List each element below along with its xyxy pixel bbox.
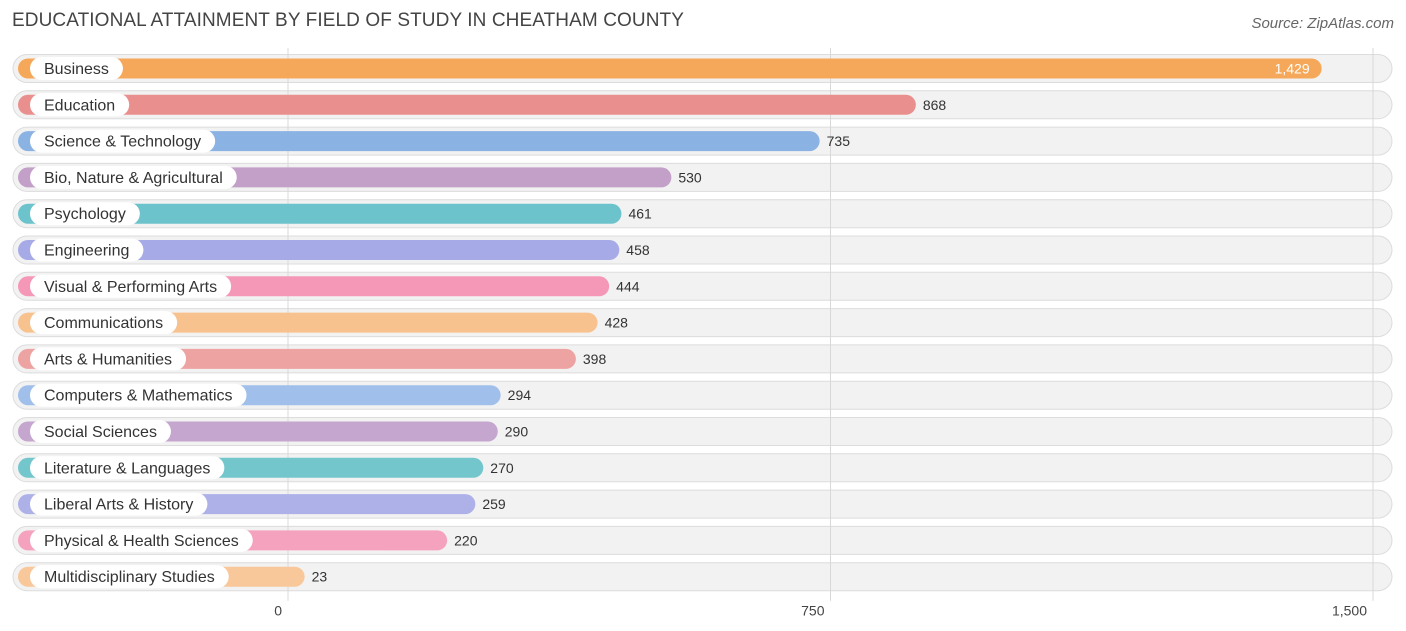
category-label: Literature & Languages <box>44 460 210 477</box>
bar-business <box>18 58 1322 79</box>
bar-education <box>18 94 916 115</box>
value-label: 294 <box>508 387 532 403</box>
category-label: Multidisciplinary Studies <box>44 569 215 586</box>
category-label: Science & Technology <box>44 134 201 151</box>
value-label: 458 <box>626 242 650 258</box>
value-label: 530 <box>678 169 702 185</box>
category-label-background <box>30 492 208 516</box>
category-label: Business <box>44 61 109 78</box>
category-label-background <box>30 238 144 262</box>
tick-label: 1,500 <box>1332 603 1367 619</box>
value-label: 444 <box>616 278 640 294</box>
value-label: 398 <box>583 351 607 367</box>
category-label-background <box>30 528 253 552</box>
category-label: Liberal Arts & History <box>44 497 193 514</box>
category-label: Bio, Nature & Agricultural <box>44 170 223 187</box>
category-label-background <box>30 347 187 371</box>
category-label-background <box>30 565 229 589</box>
value-label: 735 <box>827 133 851 149</box>
value-label: 23 <box>312 569 328 585</box>
category-label-background <box>30 274 232 298</box>
bar-psychology <box>18 203 622 224</box>
category-label: Engineering <box>44 243 129 260</box>
value-label: 290 <box>505 424 529 440</box>
category-label-background <box>30 383 247 407</box>
category-label: Visual & Performing Arts <box>44 279 217 296</box>
value-label: 461 <box>628 206 652 222</box>
chart-title: EDUCATIONAL ATTAINMENT BY FIELD OF STUDY… <box>12 10 685 31</box>
value-label: 220 <box>454 532 478 548</box>
value-label: 1,429 <box>1275 61 1310 77</box>
category-label: Arts & Humanities <box>44 351 172 368</box>
row-background <box>12 562 1393 592</box>
category-label-background <box>30 129 216 153</box>
category-label-background <box>30 165 237 189</box>
tick-label: 0 <box>274 603 282 619</box>
bar-engineering <box>18 240 620 260</box>
category-label: Social Sciences <box>44 424 157 441</box>
bar-science-technology <box>18 131 820 152</box>
category-label-background <box>30 202 140 226</box>
source-credit: Source: ZipAtlas.com <box>1251 15 1394 32</box>
value-label: 270 <box>490 460 514 476</box>
value-label: 259 <box>482 496 506 512</box>
category-label-background <box>30 420 171 443</box>
category-label: Communications <box>44 315 163 332</box>
tick-label: 750 <box>801 603 825 619</box>
category-label-background <box>30 93 130 117</box>
category-label: Computers & Mathematics <box>44 388 233 405</box>
category-label-background <box>30 311 178 335</box>
category-label-background <box>30 456 225 480</box>
value-label: 428 <box>605 315 629 331</box>
category-label: Physical & Health Sciences <box>44 533 239 550</box>
category-label-background <box>30 57 123 80</box>
value-label: 868 <box>923 97 947 113</box>
category-label: Education <box>44 97 115 114</box>
category-label: Psychology <box>44 206 126 223</box>
